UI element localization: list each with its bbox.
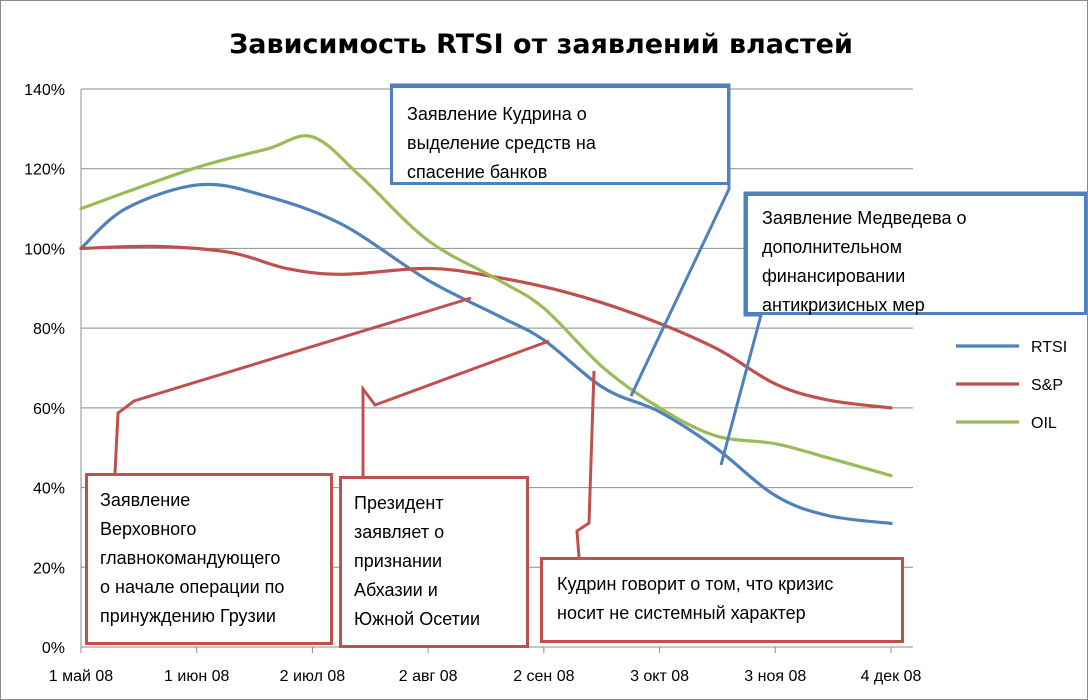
y-tick-label: 40% bbox=[33, 481, 65, 498]
x-tick-label: 1 июн 08 bbox=[164, 668, 229, 685]
callout-kudrin-banks: Заявление Кудрина о выделение средств на… bbox=[390, 85, 730, 185]
x-tick-label: 2 июл 08 bbox=[280, 668, 346, 685]
legend-label: OIL bbox=[1031, 415, 1057, 432]
callout-medvedev: Заявление Медведева о дополнительном фин… bbox=[745, 193, 1087, 315]
series-line-oil bbox=[79, 134, 893, 478]
y-tick-label: 140% bbox=[24, 82, 65, 99]
y-tick-label: 0% bbox=[42, 640, 65, 657]
callout-connector bbox=[361, 339, 550, 476]
callout-kudrin-crisis: Кудрин говорит о том, что кризис носит н… bbox=[540, 557, 904, 643]
y-tick-label: 60% bbox=[33, 401, 65, 418]
x-tick-label: 3 окт 08 bbox=[630, 668, 689, 685]
callout-abkhazia-recognition: Президент заявляет о признании Абхазии и… bbox=[339, 476, 529, 648]
axes: 0% 20% 40% 60% 80% 100% 120% 140% 1 май 08 1 июн … bbox=[24, 82, 921, 685]
y-tick-label: 100% bbox=[24, 241, 65, 258]
x-tick-label: 2 сен 08 bbox=[513, 668, 574, 685]
x-tick-label: 3 ноя 08 bbox=[744, 668, 806, 685]
callout-connector bbox=[113, 296, 472, 474]
legend: RTSI S&P OIL bbox=[956, 339, 1067, 432]
x-tick-label: 4 дек 08 bbox=[861, 668, 922, 685]
legend-label: RTSI bbox=[1031, 339, 1067, 356]
legend-label: S&P bbox=[1031, 377, 1063, 394]
series-lines bbox=[79, 134, 893, 525]
y-tick-label: 80% bbox=[33, 321, 65, 338]
callout-georgia-operation: Заявление Верховного главнокомандующего … bbox=[85, 473, 333, 645]
chart-title: Зависимость RTSI от заявлений властей bbox=[229, 29, 853, 60]
y-tick-label: 20% bbox=[33, 560, 65, 577]
x-tick-label: 1 май 08 bbox=[49, 668, 114, 685]
y-tick-label: 120% bbox=[24, 162, 65, 179]
x-tick-label: 2 авг 08 bbox=[399, 668, 458, 685]
series-line-rtsi bbox=[79, 182, 893, 525]
callout-connector bbox=[575, 370, 596, 558]
